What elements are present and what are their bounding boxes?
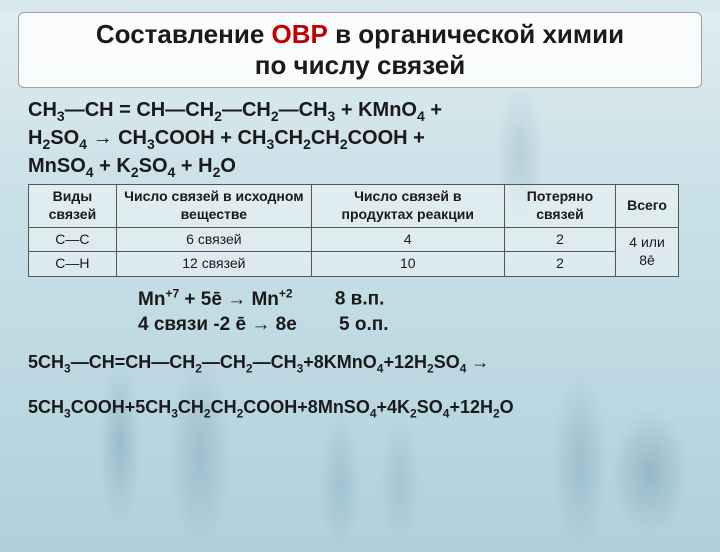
- title-box: Составление ОВР в органической химии по …: [18, 12, 702, 88]
- cell-initial: 12 связей: [116, 252, 311, 277]
- equation-line-1: CH3—CH = CH—CH2—CH2—CH3 + KMnO4 +: [28, 98, 692, 126]
- table-row: C—H 12 связей 10 2: [29, 252, 679, 277]
- balanced-row-1: 5CH3—CH=CH—CH2—CH2—CH3+8KMnO4+12H2SO4 →: [28, 348, 692, 379]
- col-header: Виды связей: [29, 184, 117, 227]
- title-line-1: Составление ОВР в органической химии: [29, 19, 691, 50]
- table-row: C—C 6 связей 4 2 4 или 8ē: [29, 227, 679, 252]
- cell-products: 4: [311, 227, 504, 252]
- cell-products: 10: [311, 252, 504, 277]
- half-eq-2-left: 4 связи -2 ē → 8e: [138, 314, 297, 335]
- table-header-row: Виды связей Число связей в исходном веще…: [29, 184, 679, 227]
- cell-lost: 2: [504, 252, 616, 277]
- half-eq-1-right: 8 в.п.: [335, 289, 385, 310]
- cell-lost: 2: [504, 227, 616, 252]
- cell-initial: 6 связей: [116, 227, 311, 252]
- title-line-2: по числу связей: [29, 50, 691, 81]
- cell-bond: C—H: [29, 252, 117, 277]
- half-equations: Mn+7 + 5ē → Mn+2 8 в.п. 4 связи -2 ē → 8…: [28, 285, 692, 338]
- half-eq-2-right: 5 о.п.: [339, 314, 389, 335]
- equation-line-3: MnSO4 + K2SO4 + H2O: [28, 154, 692, 182]
- col-header: Потеряно связей: [504, 184, 616, 227]
- bonds-table: Виды связей Число связей в исходном веще…: [28, 184, 679, 278]
- cell-bond: C—C: [29, 227, 117, 252]
- title-pre: Составление: [96, 19, 272, 49]
- col-header: Число связей в продуктах реакции: [311, 184, 504, 227]
- col-header: Всего: [616, 184, 678, 227]
- cell-total: 4 или 8ē: [616, 227, 678, 277]
- content: CH3—CH = CH—CH2—CH2—CH3 + KMnO4 + H2SO4 …: [0, 96, 720, 424]
- balanced-equation: 5CH3—CH=CH—CH2—CH2—CH3+8KMnO4+12H2SO4 → …: [28, 348, 692, 424]
- col-header: Число связей в исходном веществе: [116, 184, 311, 227]
- balanced-row-2: 5CH3COOH+5CH3CH2CH2COOH+8MnSO4+4K2SO4+12…: [28, 393, 692, 424]
- half-eq-1-left: Mn+7 + 5ē → Mn+2: [138, 289, 293, 310]
- equation-line-2: H2SO4 → CH3COOH + CH3CH2CH2COOH +: [28, 126, 692, 154]
- title-post: в органической химии: [328, 19, 624, 49]
- title-highlight: ОВР: [272, 19, 328, 49]
